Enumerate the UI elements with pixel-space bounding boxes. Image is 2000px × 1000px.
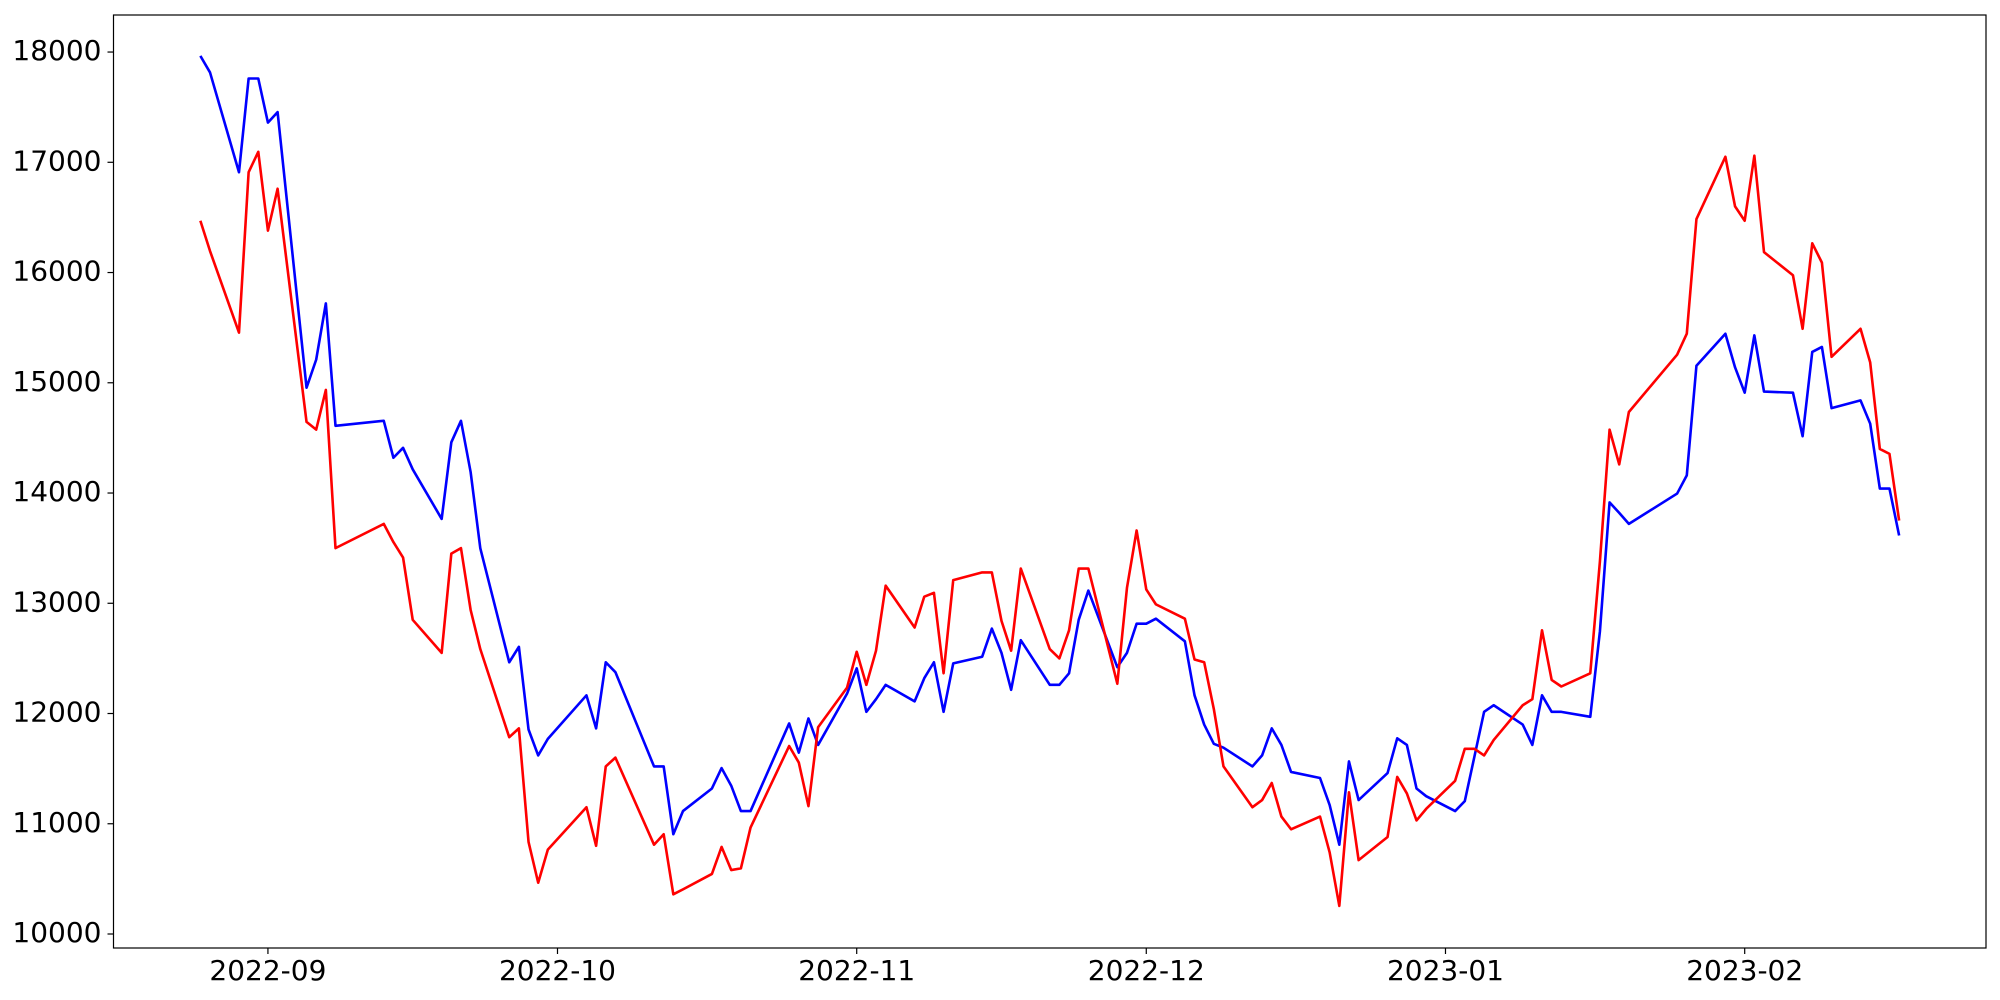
y-tick-label: 17000 [12,144,101,177]
y-tick-label: 13000 [12,585,101,618]
y-tick-label: 16000 [12,255,101,288]
x-tick-label: 2023-01 [1387,954,1504,987]
y-tick-label: 15000 [12,365,101,398]
x-tick-label: 2022-10 [499,954,616,987]
series-line [199,150,1901,908]
x-tick-label: 2022-09 [209,954,326,987]
y-tick-label: 11000 [12,806,101,839]
y-tick-label: 18000 [12,34,101,67]
x-tick-label: 2023-02 [1686,954,1803,987]
x-tick-label: 2022-11 [798,954,915,987]
plot-frame [112,14,1987,949]
y-tick-label: 14000 [12,475,101,508]
x-tick-label: 2022-12 [1088,954,1205,987]
y-tick-label: 10000 [12,916,101,949]
y-tick-label: 12000 [12,696,101,729]
series-line [199,55,1901,846]
